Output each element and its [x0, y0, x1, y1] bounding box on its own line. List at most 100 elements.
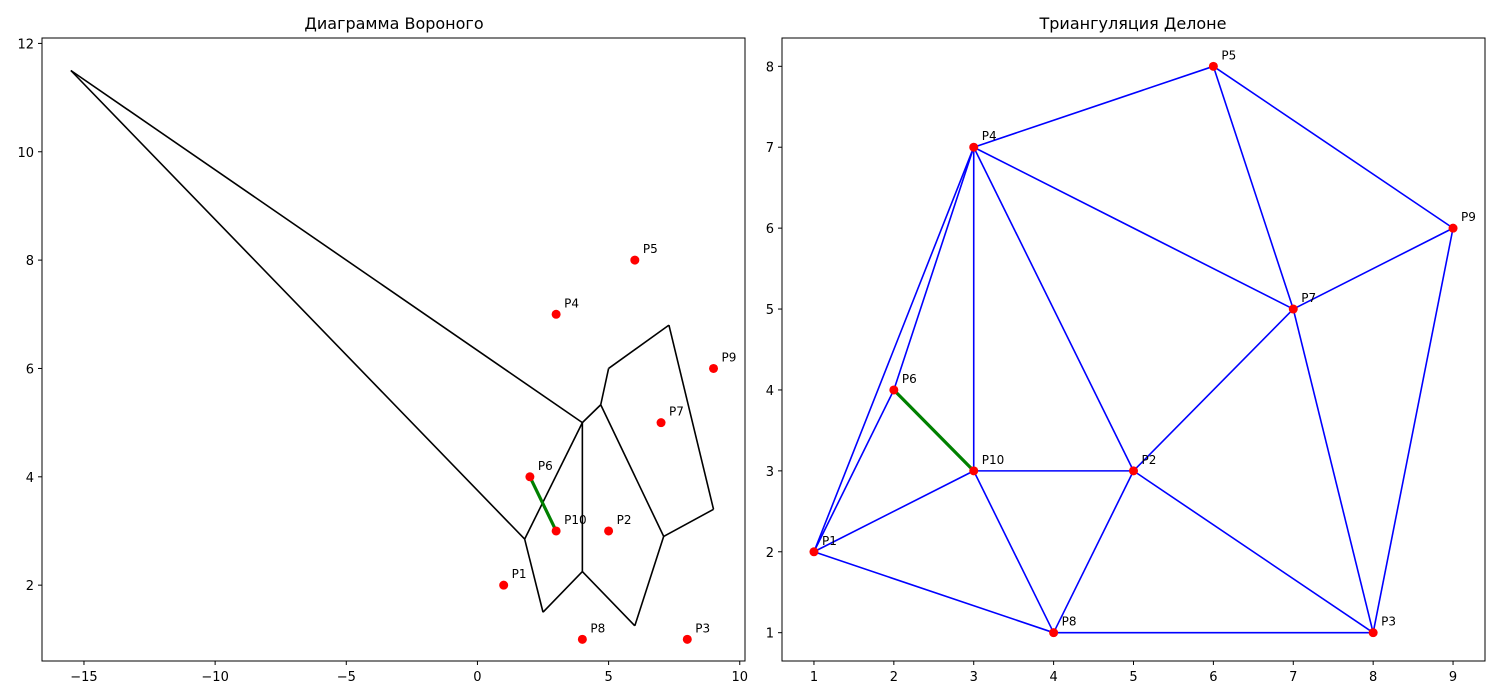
delaunay-point-label-p10: P10 [982, 453, 1005, 467]
delaunay-x-tick-label: 8 [1369, 670, 1377, 685]
delaunay-edge [1212, 65, 1454, 229]
voronoi-edge [600, 404, 665, 537]
voronoi-x-tick-label: 5 [604, 670, 612, 685]
delaunay-y-tick-label: 8 [766, 60, 774, 75]
voronoi-edge [608, 324, 670, 370]
voronoi-y-tick-label: 6 [26, 362, 34, 377]
delaunay-x-tick-label: 2 [890, 670, 898, 685]
voronoi-point-p10 [551, 526, 561, 536]
delaunay-edge [813, 389, 895, 553]
delaunay-edge [1372, 227, 1454, 633]
voronoi-y-tick-label: 12 [17, 37, 34, 52]
voronoi-edge [663, 508, 714, 538]
delaunay-point-label-p8: P8 [1062, 615, 1077, 629]
delaunay-x-tick-label: 4 [1049, 670, 1057, 685]
voronoi-point-p6 [525, 472, 535, 482]
voronoi-point-p1 [499, 580, 509, 590]
voronoi-edge [523, 538, 544, 613]
voronoi-highlight-edge [528, 476, 558, 532]
voronoi-point-label-p5: P5 [643, 242, 658, 256]
voronoi-x-axis: −15 −10 −5 0 5 10 [70, 661, 748, 685]
voronoi-edge [581, 404, 602, 424]
delaunay-edge [813, 551, 1054, 634]
voronoi-point-p2 [604, 526, 614, 536]
delaunay-point-label-p1: P1 [822, 534, 837, 548]
voronoi-point-label-p6: P6 [538, 459, 553, 473]
voronoi-edge [668, 324, 715, 510]
delaunay-edge [1212, 66, 1295, 310]
delaunay-edge [1132, 308, 1294, 472]
delaunay-edge [973, 65, 1214, 148]
delaunay-point-label-p2: P2 [1142, 453, 1157, 467]
delaunay-x-tick-label: 1 [810, 670, 818, 685]
delaunay-point-p9 [1448, 223, 1458, 233]
delaunay-edge [973, 146, 1294, 310]
delaunay-point-p7 [1288, 304, 1298, 314]
voronoi-x-tick-label: −10 [201, 670, 228, 685]
voronoi-y-tick-label: 2 [26, 579, 34, 594]
voronoi-point-label-p7: P7 [669, 405, 684, 419]
voronoi-point-label-p3: P3 [695, 621, 710, 635]
voronoi-title: Диаграмма Вороного [304, 14, 483, 33]
voronoi-edge [599, 368, 610, 405]
delaunay-point-label-p4: P4 [982, 129, 997, 143]
voronoi-plot-area: P1 P2 P3 P4 P5 P6 P7 P8 P9 P10 [70, 69, 737, 644]
voronoi-point-p4 [551, 309, 561, 319]
delaunay-point-p1 [809, 547, 819, 557]
voronoi-y-axis: 2 4 6 8 10 12 [17, 37, 42, 594]
delaunay-point-label-p6: P6 [902, 372, 917, 386]
voronoi-point-label-p8: P8 [590, 621, 605, 635]
delaunay-axes-frame [781, 37, 1486, 662]
delaunay-y-tick-label: 1 [766, 627, 774, 642]
delaunay-point-p5 [1208, 61, 1218, 71]
voronoi-y-tick-label: 4 [26, 471, 34, 486]
delaunay-y-tick-label: 4 [766, 384, 774, 399]
voronoi-point-p9 [709, 363, 719, 373]
delaunay-y-tick-label: 2 [766, 546, 774, 561]
voronoi-point-label-p2: P2 [617, 513, 632, 527]
delaunay-edge [973, 470, 1055, 634]
voronoi-point-label-p1: P1 [512, 567, 527, 581]
delaunay-x-tick-label: 9 [1449, 670, 1457, 685]
voronoi-point-p3 [682, 634, 692, 644]
delaunay-y-tick-label: 5 [766, 303, 774, 318]
delaunay-edge [973, 146, 1135, 472]
delaunay-y-tick-label: 3 [766, 465, 774, 480]
delaunay-y-axis: 1 2 3 4 5 6 7 8 [766, 60, 782, 642]
voronoi-y-tick-label: 8 [26, 254, 34, 269]
delaunay-edge [813, 146, 975, 553]
delaunay-x-tick-label: 6 [1209, 670, 1217, 685]
voronoi-point-p7 [656, 418, 666, 428]
delaunay-point-p6 [889, 385, 899, 395]
voronoi-x-tick-label: 10 [731, 670, 748, 685]
delaunay-point-label-p7: P7 [1301, 291, 1316, 305]
voronoi-point-p5 [630, 255, 640, 265]
voronoi-point-label-p9: P9 [722, 350, 737, 364]
delaunay-edge [1292, 227, 1454, 310]
delaunay-x-axis: 1 2 3 4 5 6 7 8 9 [810, 661, 1457, 685]
voronoi-edge [70, 69, 583, 424]
voronoi-panel: Диаграмма Вороного −15 −10 −5 0 5 10 2 4 6 8 10 12… [17, 14, 748, 685]
voronoi-x-tick-label: 0 [473, 670, 481, 685]
delaunay-edge [893, 146, 975, 391]
delaunay-plot-area: P1 P2 P3 P4 P5 P6 P7 P8 P9 P10 [809, 48, 1476, 638]
delaunay-point-p3 [1368, 628, 1378, 638]
delaunay-point-p4 [969, 142, 979, 152]
delaunay-point-p8 [1049, 628, 1059, 638]
delaunay-edge [1292, 308, 1374, 633]
voronoi-edge [581, 571, 636, 627]
delaunay-y-tick-label: 7 [766, 141, 774, 156]
delaunay-panel: Триангуляция Делоне 1 2 3 4 5 6 7 8 9 1 2 3 4 5 6 7 8 P… [766, 14, 1486, 685]
delaunay-y-tick-label: 6 [766, 222, 774, 237]
delaunay-highlight-edge [892, 388, 975, 472]
voronoi-x-tick-label: −5 [337, 670, 356, 685]
voronoi-y-tick-label: 10 [17, 146, 34, 161]
delaunay-edge [813, 470, 975, 553]
delaunay-edge [1133, 470, 1374, 634]
delaunay-point-label-p9: P9 [1461, 210, 1476, 224]
voronoi-edge [70, 69, 526, 540]
delaunay-x-tick-label: 3 [970, 670, 978, 685]
voronoi-point-label-p4: P4 [564, 296, 579, 310]
